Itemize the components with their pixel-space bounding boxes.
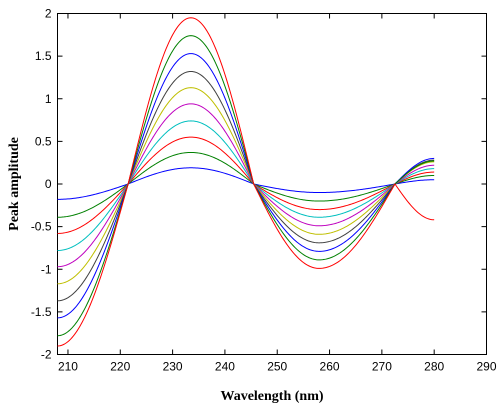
series-line-8 xyxy=(57,53,435,319)
y-axis-title: Peak amplitude xyxy=(7,137,22,231)
x-tick-label: 210 xyxy=(58,360,78,374)
series-line-1 xyxy=(57,167,435,200)
y-tick-label: -2 xyxy=(41,348,52,362)
plot-frame xyxy=(57,13,487,355)
y-tick-label: -1 xyxy=(41,262,52,276)
x-tick-label: 290 xyxy=(476,360,496,374)
x-tick-label: 220 xyxy=(110,360,130,374)
axis-ticks xyxy=(57,13,487,355)
y-tick-label: 2 xyxy=(45,7,52,21)
y-tick-label: -0.5 xyxy=(31,220,52,234)
series-line-2 xyxy=(57,151,435,218)
x-tick-label: 240 xyxy=(215,360,235,374)
x-tick-label: 280 xyxy=(424,360,444,374)
series-line-9 xyxy=(57,35,435,337)
x-tick-label: 250 xyxy=(267,360,287,374)
series-line-7 xyxy=(57,70,435,302)
series-line-10 xyxy=(57,17,435,347)
series-line-6 xyxy=(57,87,435,285)
y-tick-label: 1.5 xyxy=(35,49,52,63)
x-tick-label: 230 xyxy=(163,360,183,374)
x-tick-label: 260 xyxy=(320,360,340,374)
y-tick-label: 1 xyxy=(45,92,52,106)
tick-labels: 210 220 230 240 250 260 270 280 290-2-1.5-1-0.50… xyxy=(31,7,497,374)
x-tick-label: 270 xyxy=(372,360,392,374)
y-tick-label: 0 xyxy=(45,177,52,191)
series-line-4 xyxy=(57,120,435,251)
y-tick-label: -1.5 xyxy=(31,305,52,319)
data-series xyxy=(57,17,435,347)
y-tick-label: 0.5 xyxy=(35,134,52,148)
series-line-3 xyxy=(57,136,435,234)
series-line-5 xyxy=(57,103,435,268)
x-axis-title: Wavelength (nm) xyxy=(220,389,323,404)
